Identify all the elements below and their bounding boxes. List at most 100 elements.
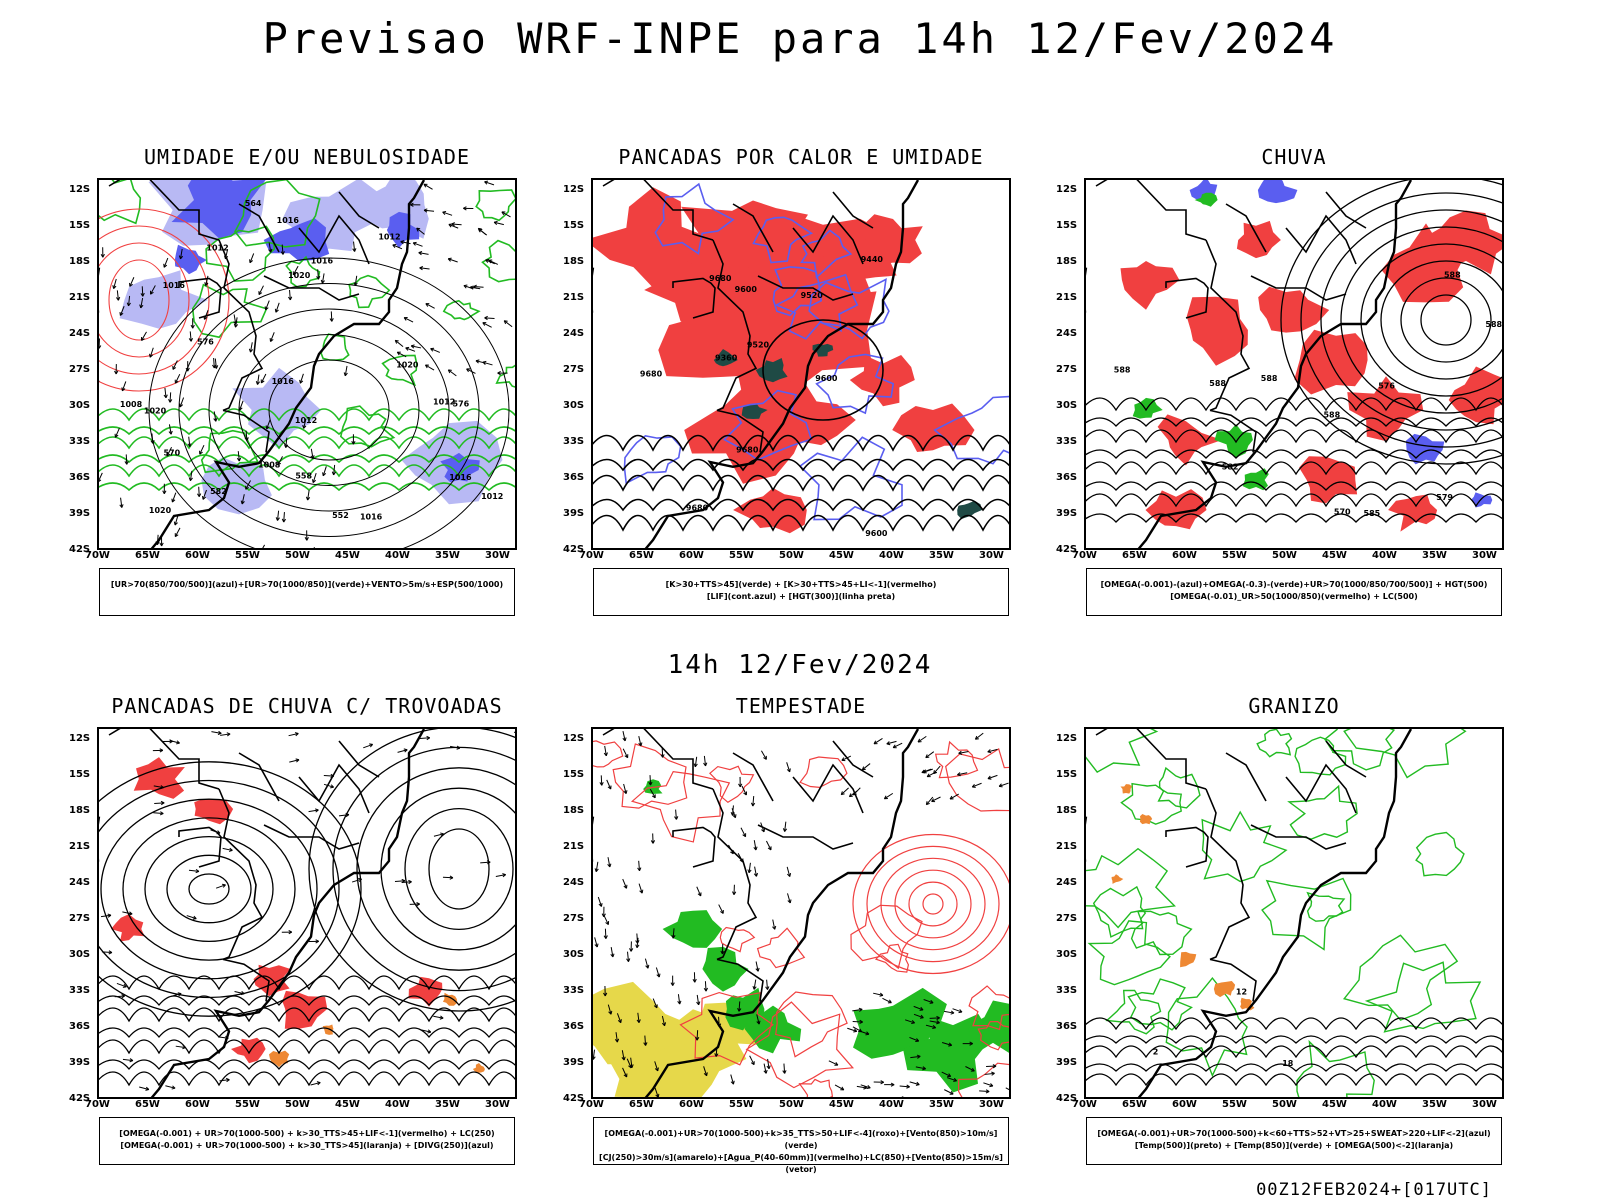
- contour-label: 1016: [163, 281, 186, 290]
- wind-vector: [944, 1089, 954, 1095]
- wind-vector: [403, 316, 414, 323]
- longitude-axis: 70W 65W 60W 55W 50W 45W 40W 35W 30W: [579, 550, 1017, 564]
- streamline: [99, 1007, 515, 1023]
- country-border: [1165, 826, 1209, 868]
- wind-vector: [213, 411, 218, 422]
- lat-tick-label: 12S: [69, 184, 91, 195]
- low-level-humidity-contour: [205, 225, 276, 282]
- wind-vector: [616, 1013, 622, 1024]
- contour-label: 9520: [747, 340, 770, 349]
- wind-vector: [292, 265, 299, 276]
- streamline-arrow: [433, 1015, 444, 1020]
- streamline-arrow: [351, 877, 363, 883]
- instability-red-area: [862, 214, 923, 266]
- wind-vector: [614, 1032, 620, 1043]
- lat-tick-label: 24S: [1056, 877, 1078, 888]
- wind-vector: [149, 347, 154, 358]
- wind-vector: [749, 1055, 755, 1066]
- wind-vector: [648, 775, 653, 786]
- streamline-arrow: [139, 1086, 150, 1091]
- streamline-arrow: [175, 1045, 186, 1050]
- wind-vector: [121, 381, 127, 392]
- wind-vector: [621, 1050, 626, 1061]
- wind-vector: [262, 544, 266, 548]
- lon-tick-label: 30W: [979, 550, 1004, 561]
- wind-vector: [693, 756, 698, 768]
- rain-red-area: [1145, 489, 1207, 530]
- contour-label: 576: [453, 400, 470, 409]
- lon-tick-label: 45W: [1322, 550, 1347, 561]
- wind-vector: [952, 1008, 963, 1014]
- wind-vector: [299, 373, 304, 384]
- lon-tick-label: 55W: [1222, 1099, 1247, 1110]
- omega-green-area: [1242, 468, 1269, 491]
- precipitable-water-contour: [745, 1001, 855, 1089]
- lifted-index-contour: [933, 395, 1009, 465]
- storm-red-area: [408, 976, 443, 1007]
- longitude-axis: 70W 65W 60W 55W 50W 45W 40W 35W 30W: [1072, 550, 1510, 564]
- wind-vector: [288, 289, 293, 301]
- lat-tick-label: 27S: [563, 364, 585, 375]
- height-500-contour: [1320, 209, 1502, 431]
- storm-red-area: [133, 757, 185, 799]
- streamline-arrow: [288, 732, 299, 737]
- lat-tick-label: 21S: [563, 841, 585, 852]
- low-level-humidity-contour: [348, 274, 391, 309]
- precipitable-water-contour: [880, 857, 986, 951]
- wind-vector: [236, 451, 242, 462]
- wind-vector: [412, 241, 423, 247]
- lon-tick-label: 45W: [1322, 1099, 1347, 1110]
- height-300-contour: [762, 319, 884, 421]
- wind-vector: [423, 208, 435, 213]
- wind-vector: [703, 981, 708, 992]
- lat-tick-label: 18S: [563, 805, 585, 816]
- temperature-850-contour: [1092, 885, 1147, 938]
- wind-vector: [488, 259, 499, 265]
- lat-tick-label: 18S: [69, 256, 91, 267]
- temperature-850-contour: [1256, 729, 1293, 758]
- lon-tick-label: 55W: [235, 550, 260, 561]
- map-area: [591, 727, 1011, 1099]
- rain-red-area: [1258, 286, 1330, 333]
- rain-red-area: [1157, 414, 1222, 466]
- contour-label: 9680: [709, 274, 732, 283]
- wind-vector: [179, 397, 185, 408]
- contour-label: 588: [1209, 379, 1226, 388]
- wind-vector: [852, 1019, 863, 1025]
- low-level-humidity-contour: [99, 180, 142, 225]
- wind-vector: [168, 392, 173, 403]
- wind-vector: [141, 331, 147, 341]
- country-border: [1209, 958, 1257, 1002]
- precipitable-water-contour: [957, 1062, 1009, 1097]
- lon-tick-label: 35W: [435, 550, 460, 561]
- streamline-arrow: [442, 875, 454, 880]
- wind-vector: [255, 374, 261, 385]
- streamline-arrow: [421, 1029, 432, 1034]
- wind-vector: [139, 297, 144, 309]
- lat-tick-label: 36S: [1056, 1021, 1078, 1032]
- humidity-light-area: [201, 457, 272, 515]
- height-500-contour: [1086, 397, 1502, 412]
- wind-vector: [100, 247, 105, 258]
- precipitable-water-contour: [894, 869, 972, 939]
- streamline-arrow: [338, 812, 350, 818]
- wind-vector: [173, 515, 179, 526]
- contour-label: 1008: [258, 460, 281, 469]
- wind-vector: [277, 456, 283, 466]
- contour-label: 9440: [861, 255, 884, 264]
- precipitable-water-contour: [756, 927, 806, 969]
- contour-label: 2: [1153, 1048, 1159, 1057]
- wind-vector: [637, 860, 642, 872]
- lat-tick-label: 21S: [69, 841, 91, 852]
- contour-label: 9680: [640, 370, 663, 379]
- temperature-500-contour: [1086, 1017, 1502, 1031]
- height-500-contour: [1340, 226, 1502, 414]
- lifted-index-contour: [808, 277, 890, 340]
- height-500-contour: [1086, 449, 1502, 459]
- lifted-index-contour: [815, 353, 895, 415]
- wind-vector: [828, 1060, 839, 1066]
- wind-vector: [644, 958, 650, 969]
- wind-vector: [750, 796, 756, 807]
- lat-tick-label: 42S: [69, 544, 91, 555]
- wind-vector: [741, 785, 748, 796]
